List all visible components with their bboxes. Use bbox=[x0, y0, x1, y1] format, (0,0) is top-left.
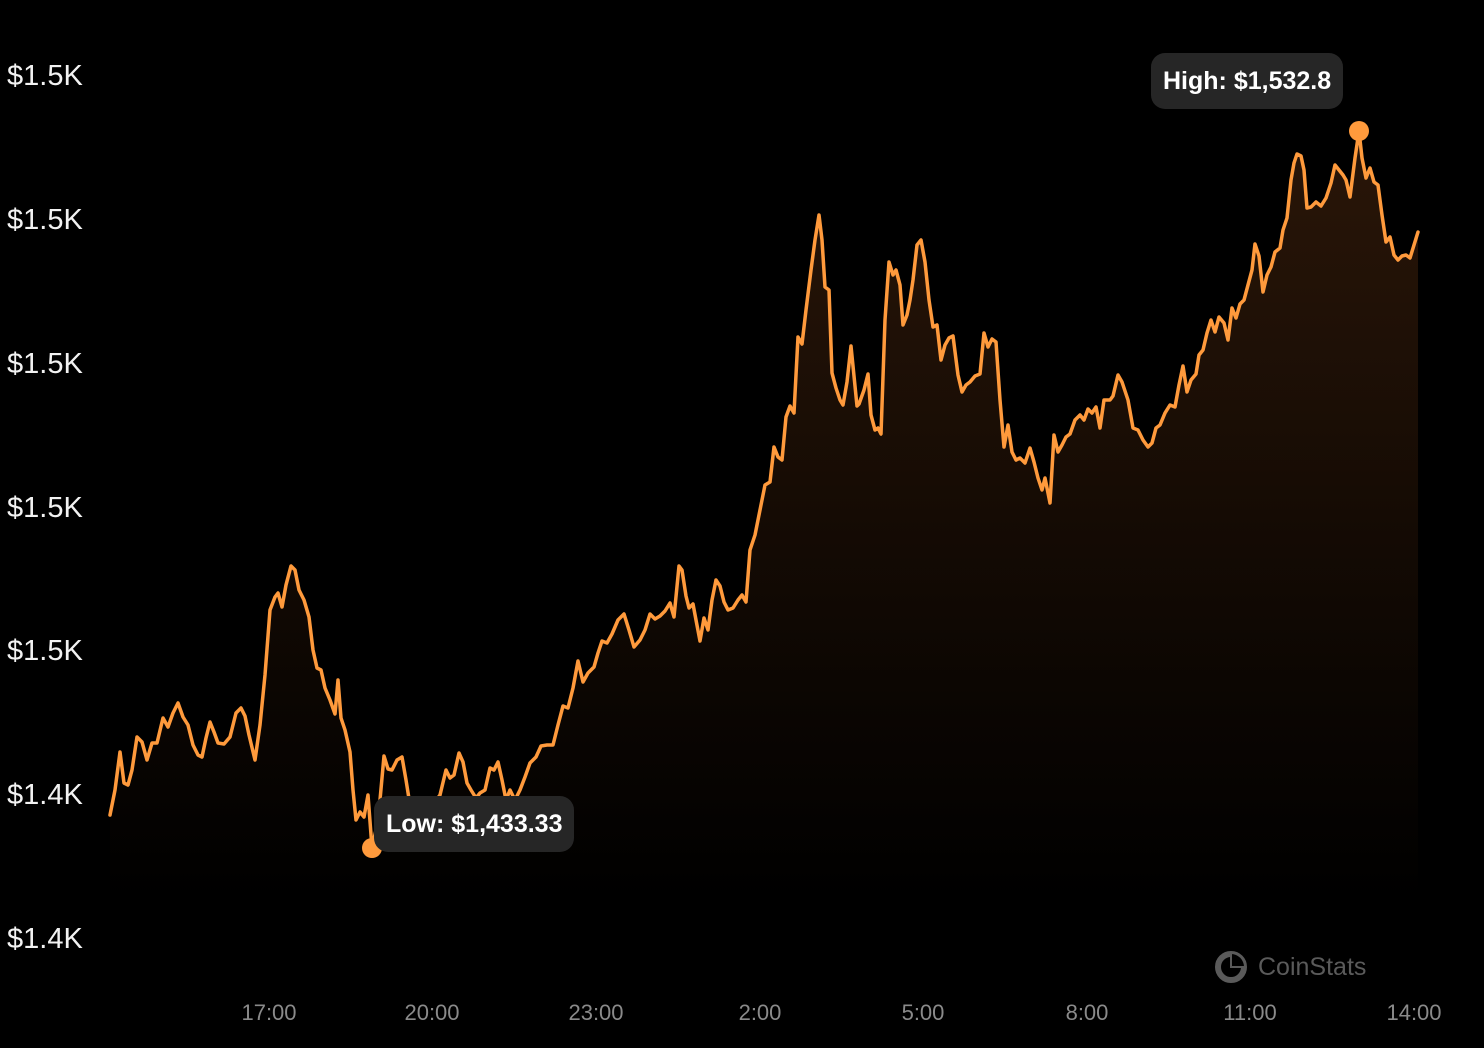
y-tick-label: $1.4K bbox=[7, 923, 83, 955]
brand-watermark: CoinStats bbox=[1214, 950, 1366, 984]
y-tick-label: $1.4K bbox=[7, 779, 83, 811]
y-tick-label: $1.5K bbox=[7, 492, 83, 524]
low-tooltip: Low: $1,433.33 bbox=[374, 796, 575, 852]
brand-name: CoinStats bbox=[1258, 952, 1367, 981]
price-line bbox=[108, 129, 1420, 850]
x-tick-label: 11:00 bbox=[1223, 1000, 1277, 1025]
price-area-fill bbox=[110, 131, 1418, 900]
x-tick-label: 14:00 bbox=[1386, 1000, 1442, 1025]
coinstats-logo-icon bbox=[1215, 951, 1247, 983]
high-label: High: $1,532.8 bbox=[1163, 67, 1332, 95]
y-tick-label: $1.5K bbox=[7, 348, 83, 380]
x-tick-label: 5:00 bbox=[901, 1000, 945, 1025]
y-tick-label: $1.5K bbox=[7, 60, 83, 92]
y-tick-label: $1.5K bbox=[7, 635, 83, 667]
x-tick-label: 20:00 bbox=[404, 1000, 460, 1025]
high-tooltip: High: $1,532.8 bbox=[1151, 53, 1344, 109]
y-tick-label: $1.5K bbox=[7, 204, 83, 236]
x-tick-label: 23:00 bbox=[568, 1000, 624, 1025]
x-tick-label: 17:00 bbox=[241, 1000, 297, 1025]
low-label: Low: $1,433.33 bbox=[386, 810, 563, 838]
x-tick-label: 2:00 bbox=[738, 1000, 782, 1025]
x-tick-label: 8:00 bbox=[1065, 1000, 1109, 1025]
high-marker bbox=[1349, 121, 1369, 141]
